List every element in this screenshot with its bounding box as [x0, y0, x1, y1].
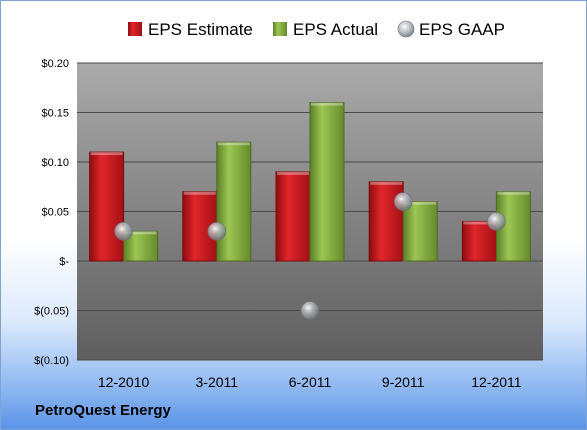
bar-eps-actual	[216, 141, 252, 262]
legend-label: EPS GAAP	[419, 20, 505, 39]
x-tick-label: 6-2011	[289, 374, 332, 390]
y-tick-label: $0.20	[41, 58, 69, 70]
bar-eps-actual-top-highlight	[124, 231, 157, 235]
bar-eps-estimate	[89, 151, 125, 262]
y-tick-label: $0.10	[41, 157, 69, 169]
point-eps-gaap	[393, 192, 413, 211]
x-tick-label: 3-2011	[196, 374, 239, 390]
legend-item: EPS GAAP	[397, 20, 505, 39]
bar-eps-actual	[309, 102, 345, 262]
legend-item: EPS Estimate	[128, 20, 253, 39]
chart-legend: EPS Estimate EPS Actual EPS GAAP	[128, 20, 505, 39]
point-eps-gaap	[207, 222, 227, 241]
bar-eps-estimate-body	[275, 171, 311, 262]
bar-eps-actual-body	[309, 102, 345, 262]
bar-eps-estimate-top-highlight	[277, 171, 309, 175]
bar-eps-actual-body	[402, 201, 438, 262]
y-tick-label: $-	[59, 256, 69, 268]
legend-swatch	[273, 22, 287, 36]
bar-eps-estimate-body	[368, 181, 404, 262]
point-eps-gaap	[487, 212, 506, 231]
legend-item: EPS Actual	[273, 20, 378, 39]
bar-eps-actual-top-highlight	[404, 201, 437, 205]
bar-eps-estimate-top-highlight	[90, 152, 123, 156]
y-tick-label: $(0.10)	[34, 355, 69, 367]
bar-eps-actual	[402, 201, 438, 262]
y-tick-label: $0.15	[41, 108, 69, 120]
legend-swatch	[128, 22, 142, 36]
y-tick-label: $0.05	[41, 207, 69, 219]
bar-eps-actual-top-highlight	[217, 142, 250, 146]
bar-eps-estimate-top-highlight	[183, 191, 216, 195]
point-eps-gaap	[300, 301, 320, 320]
bar-eps-estimate-body	[89, 151, 125, 262]
point-eps-gaap	[114, 222, 133, 241]
bar-eps-actual-body	[216, 141, 252, 262]
legend-label: EPS Estimate	[148, 20, 253, 39]
bar-eps-actual-top-highlight	[311, 102, 343, 106]
x-tick-label: 12-2010	[98, 374, 150, 390]
bar-eps-estimate	[275, 171, 311, 262]
bar-eps-actual-top-highlight	[497, 191, 530, 195]
legend-swatch	[397, 20, 415, 38]
company-name: PetroQuest Energy	[35, 402, 171, 419]
bar-eps-estimate	[368, 181, 404, 262]
y-tick-label: $(0.05)	[34, 306, 69, 318]
legend-label: EPS Actual	[293, 20, 378, 39]
plot-area: $0.20 $0.15 $0.10 $0.05 $- $(0.05) $(0.10) 12-2…	[34, 58, 543, 390]
x-tick-label: 12-2011	[471, 374, 522, 390]
x-tick-label: 9-2011	[382, 374, 425, 390]
bar-eps-estimate-top-highlight	[463, 221, 496, 225]
bar-eps-estimate-top-highlight	[370, 181, 403, 185]
